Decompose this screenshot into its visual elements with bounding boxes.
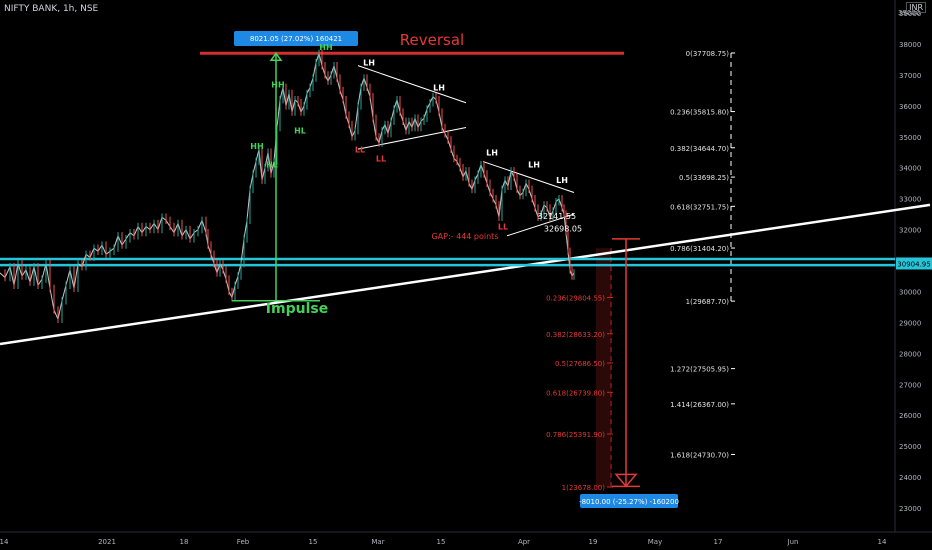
impulse-measure-badge: [234, 31, 358, 46]
x-tick-label: 15: [437, 538, 446, 546]
annotation-label: HH: [250, 142, 263, 151]
y-tick-label: 34000: [899, 165, 921, 173]
y-tick-label: 39000: [899, 10, 921, 18]
impulse-measure-text: 8021.05 (27.02%) 160421: [250, 35, 342, 43]
x-tick-label: 14: [878, 538, 887, 546]
fib-projection-label: 0.382(28633.20): [546, 331, 605, 339]
x-tick-label: Apr: [518, 538, 530, 546]
fib-target-zone: [596, 248, 611, 488]
fib-level-label: 1.414(26367.00): [670, 401, 729, 409]
y-tick-label: 36000: [899, 103, 921, 111]
target-measure-badge: [580, 494, 678, 508]
y-axis-panel: [895, 0, 932, 550]
annotation-label: HL: [266, 161, 278, 170]
annotation-label: 32698.05: [544, 224, 582, 233]
symbol-header: NIFTY BANK, 1h, NSE: [4, 4, 99, 14]
fib-level-label: 1(29687.70): [686, 298, 730, 306]
annotation-label: Reversal: [400, 31, 464, 49]
fib-projection-label: 0.618(26739.80): [546, 389, 605, 397]
x-tick-label: 19: [589, 538, 598, 546]
fib-level-label: 0.786(31404.20): [670, 245, 729, 253]
fib-level-label: 0.236(35815.80): [670, 109, 729, 117]
y-tick-label: 39000: [898, 9, 920, 17]
y-tick-label: 33000: [899, 196, 921, 204]
x-tick-label: Feb: [237, 538, 250, 546]
x-tick-label: 17: [714, 538, 723, 546]
wedge-2-top-line: [482, 161, 575, 193]
current-price-text: 30904.95: [897, 260, 930, 268]
y-tick-label: 25000: [899, 443, 921, 451]
annotation-label: GAP:- 444 points: [431, 232, 498, 241]
x-tick-label: 18: [180, 538, 189, 546]
fib-level-label: 0.382(34644.70): [670, 145, 729, 153]
y-tick-label: 30000: [899, 288, 921, 296]
x-tick-label: May: [648, 538, 662, 546]
target-arrow-head: [614, 473, 638, 488]
annotation-label: HL: [294, 127, 306, 136]
fib-projection-label: 0.236(29804.55): [546, 294, 605, 302]
wedge-1-top-line: [357, 65, 467, 104]
fib-projection-label: 0.786(25391.90): [546, 431, 605, 439]
annotation-label: HH: [271, 80, 284, 89]
y-tick-label: 29000: [899, 319, 921, 327]
annotation-label: 32141.55: [538, 212, 576, 221]
price-line: [0, 51, 575, 321]
y-tick-label: 32000: [899, 227, 921, 235]
fib-projection-label: 1(23678.00): [562, 484, 606, 492]
currency-badge: INR: [906, 2, 926, 13]
y-tick-label: 35000: [899, 134, 921, 142]
x-tick-label: Jun: [787, 538, 799, 546]
annotation-label: LL: [355, 145, 365, 154]
current-price-tag: [896, 257, 932, 270]
y-tick-label: 37000: [899, 72, 921, 80]
wedge-2-bottom-line: [506, 213, 575, 237]
y-tick-label: 24000: [899, 474, 921, 482]
fib-level-label: 0.618(32751.75): [670, 203, 729, 211]
fib-level-label: 0(37708.75): [686, 50, 730, 58]
trendline-line: [0, 203, 931, 346]
impulse-arrow-head: [269, 51, 283, 62]
annotation-label: LH: [556, 176, 568, 185]
annotation-label: Impulse: [266, 301, 328, 317]
x-tick-label: 15: [309, 538, 318, 546]
x-tick-label: 2021: [98, 538, 116, 546]
y-tick-label: 27000: [899, 381, 921, 389]
annotation-label: LL: [498, 223, 508, 232]
y-tick-label: 28000: [899, 350, 921, 358]
annotation-label: LH: [528, 161, 540, 170]
y-tick-label: 38000: [899, 41, 921, 49]
y-tick-label: 23000: [899, 505, 921, 513]
target-measure-text: -8010.00 (-25.27%) -160200: [579, 498, 679, 506]
annotation-label: LH: [363, 59, 375, 68]
fib-level-label: 0.5(33698.25): [679, 174, 729, 182]
fib-level-label: 1.272(27505.95): [670, 366, 729, 374]
fib-level-label: 1.618(24730.70): [670, 451, 729, 459]
y-tick-label: 26000: [899, 412, 921, 420]
x-tick-label: Mar: [371, 538, 384, 546]
annotation-label: LH: [486, 148, 498, 157]
annotation-label: LH: [433, 83, 445, 92]
x-tick-label: 14: [0, 538, 9, 546]
annotation-label: LL: [376, 155, 386, 164]
annotation-label: HH: [319, 43, 332, 52]
fib-projection-label: 0.5(27686.50): [555, 360, 605, 368]
